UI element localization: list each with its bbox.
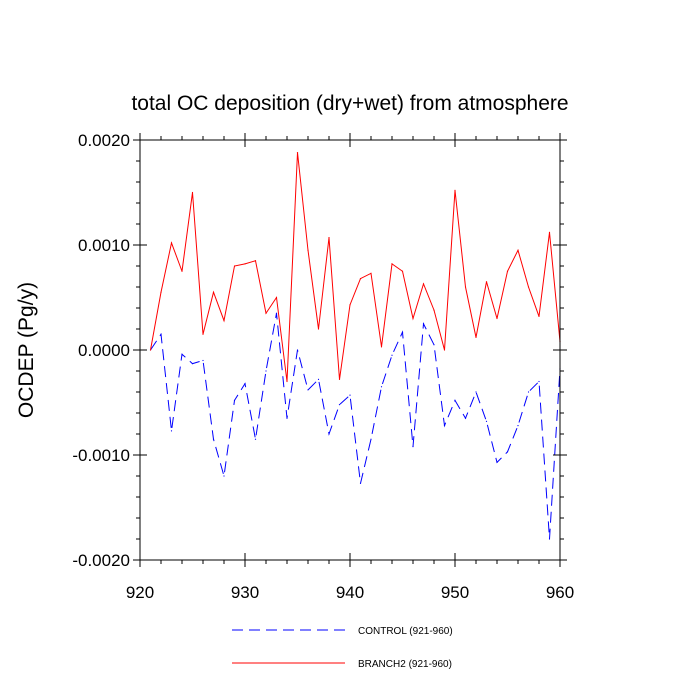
data-point-1-2 (170, 242, 173, 244)
data-point-1-19 (349, 304, 351, 306)
data-point-0-36 (527, 391, 530, 393)
data-point-0-35 (517, 425, 519, 427)
data-point-1-22 (380, 346, 383, 348)
data-point-1-4 (191, 191, 194, 194)
series-layer (149, 152, 561, 540)
y-tick-label: 0.0010 (78, 236, 130, 255)
data-point-0-7 (223, 475, 225, 477)
data-point-0-11 (265, 370, 267, 372)
data-point-0-22 (380, 386, 383, 388)
data-point-0-8 (233, 399, 236, 401)
series-line-1 (150, 152, 561, 382)
data-point-1-6 (212, 291, 215, 293)
data-point-1-3 (181, 270, 183, 272)
data-point-0-33 (496, 461, 498, 463)
data-point-1-21 (370, 272, 372, 274)
data-point-0-18 (338, 404, 341, 406)
x-tick-label: 920 (126, 583, 154, 602)
data-point-1-17 (328, 237, 330, 239)
series-line-0 (150, 313, 561, 540)
legend-label-0: CONTROL (921-960) (358, 626, 453, 637)
data-point-0-6 (212, 438, 215, 440)
y-tick-label: 0.0020 (78, 131, 130, 150)
data-point-1-24 (401, 270, 404, 272)
data-point-0-14 (296, 349, 299, 351)
data-point-0-21 (370, 438, 372, 440)
data-point-1-38 (548, 231, 551, 233)
data-point-0-28 (443, 425, 446, 427)
data-point-0-1 (160, 333, 162, 335)
data-point-0-31 (475, 391, 477, 393)
data-point-1-33 (496, 317, 498, 320)
data-point-0-13 (286, 417, 288, 419)
data-point-0-10 (254, 438, 257, 440)
data-point-1-12 (275, 296, 278, 299)
data-point-1-8 (233, 265, 236, 267)
data-point-0-37 (538, 380, 540, 383)
data-point-1-32 (485, 281, 488, 283)
data-point-1-13 (286, 380, 288, 383)
data-point-1-31 (475, 336, 477, 338)
data-point-1-7 (223, 320, 225, 322)
data-point-1-10 (254, 260, 257, 262)
data-point-1-36 (527, 286, 530, 288)
data-point-1-11 (265, 312, 267, 314)
data-point-0-20 (359, 482, 362, 484)
data-point-1-15 (307, 249, 309, 251)
legend-label-1: BRANCH2 (921-960) (358, 659, 452, 670)
data-point-1-30 (464, 286, 467, 288)
data-point-0-4 (191, 363, 194, 365)
data-point-0-23 (391, 354, 393, 356)
data-point-0-30 (464, 417, 467, 419)
data-point-1-0 (149, 349, 152, 351)
x-tick-label: 930 (231, 583, 259, 602)
data-point-0-24 (401, 331, 404, 333)
data-point-0-29 (454, 399, 456, 401)
y-tick-label: 0.0000 (78, 341, 130, 360)
data-point-0-16 (317, 378, 320, 380)
data-point-0-19 (349, 394, 351, 396)
data-point-0-27 (433, 344, 435, 346)
y-axis-label: OCDEP (Pg/y) (15, 282, 38, 418)
x-tick-label: 960 (546, 583, 574, 602)
data-point-1-29 (454, 189, 456, 191)
legend: CONTROL (921-960) BRANCH2 (921-960) (232, 626, 453, 670)
data-point-0-12 (275, 312, 278, 314)
data-point-0-3 (181, 353, 183, 355)
data-point-0-25 (412, 446, 414, 448)
data-point-1-26 (422, 283, 425, 285)
data-point-1-14 (296, 152, 299, 154)
data-point-1-9 (244, 263, 246, 265)
data-point-1-27 (433, 309, 435, 311)
axis-ticks: 920 930 940 950 960 -0.0020 -0.0010 0.0000 0.001… (72, 131, 574, 602)
data-point-1-5 (202, 333, 204, 335)
y-tick-label: -0.0010 (72, 446, 130, 465)
data-point-1-1 (160, 291, 162, 293)
data-point-1-16 (317, 328, 320, 330)
data-point-0-34 (506, 451, 509, 453)
data-point-1-23 (391, 263, 393, 265)
x-tick-label: 950 (441, 583, 469, 602)
data-point-1-35 (517, 249, 519, 251)
data-point-1-34 (506, 270, 509, 272)
data-point-0-38 (548, 538, 551, 540)
data-point-0-5 (202, 359, 204, 362)
y-tick-label: -0.0020 (72, 551, 130, 570)
data-point-0-26 (422, 323, 425, 325)
plot-frame (139, 139, 561, 561)
chart-title: total OC deposition (dry+wet) from atmos… (131, 92, 568, 115)
data-point-1-18 (338, 378, 341, 380)
data-point-1-25 (412, 317, 414, 320)
data-point-1-20 (359, 278, 362, 280)
data-point-1-37 (538, 315, 540, 317)
data-point-1-28 (443, 349, 446, 351)
data-point-0-32 (485, 420, 488, 422)
data-point-0-15 (307, 389, 309, 391)
data-point-0-9 (244, 383, 246, 385)
x-tick-label: 940 (336, 583, 364, 602)
data-point-0-2 (170, 430, 173, 432)
data-point-0-17 (328, 433, 330, 435)
